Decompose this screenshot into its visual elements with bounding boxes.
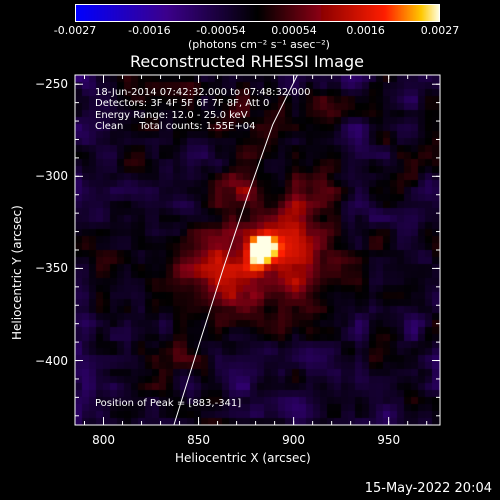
colorbar-tick-label: -0.00054 [196,24,246,37]
peak-position-text: Position of Peak = [883,-341] [95,398,242,409]
y-tick-label: −350 [35,261,68,276]
x-tick-label: 800 [92,433,115,447]
y-tick-label: −250 [35,77,68,92]
energy-range-text: Energy Range: 12.0 - 25.0 keV [95,110,248,121]
chart-title: Reconstructed RHESSI Image [130,52,364,71]
x-axis-label: Heliocentric X (arcsec) [175,451,311,465]
colorbar-tick-label: 0.0027 [420,24,460,37]
detectors-text: Detectors: 3F 4F 5F 6F 7F 8F, Att 0 [95,98,270,109]
colorbar-unit-label: (photons cm⁻² s⁻¹ asec⁻²) [188,38,330,51]
colorbar-tick-label: -0.0016 [128,24,171,37]
clean-counts-text: Clean Total counts: 1.55E+04 [95,121,256,132]
y-tick-label: −300 [35,169,68,184]
x-tick-label: 850 [187,433,211,447]
footer-date: 15-May-2022 20:04 [364,481,492,496]
colorbar-tick-label: 0.0016 [346,24,385,37]
y-axis-label: Heliocentric Y (arcsec) [10,205,24,340]
time-range-text: 18-Jun-2014 07:42:32.000 to 07:48:32.000 [95,87,311,98]
y-tick-label: −400 [35,353,68,368]
colorbar-gradient [75,4,440,22]
colorbar-frame [75,4,440,22]
colorbar-tick-label: 0.00054 [271,24,317,37]
heatmap-image [75,75,440,425]
axis-tick-marks [75,75,440,425]
x-tick-label: 950 [377,433,401,447]
x-tick-label: 900 [282,433,306,447]
colorbar-tick-label: -0.0027 [53,24,97,37]
